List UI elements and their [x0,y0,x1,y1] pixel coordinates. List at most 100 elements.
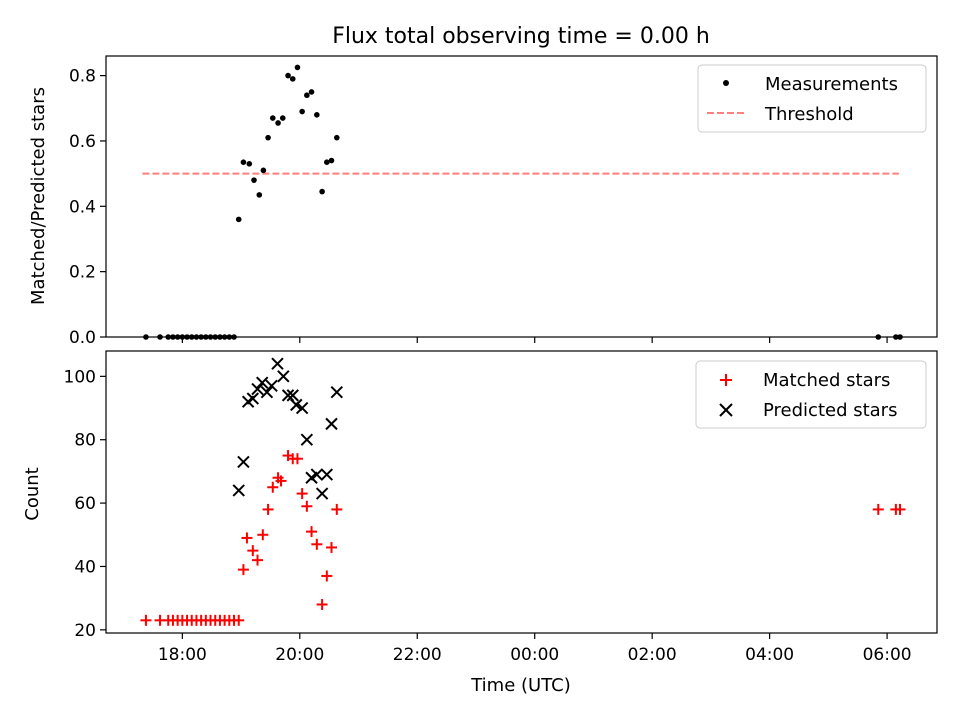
predicted-point-b [286,389,299,402]
x-tick-label: 22:00 [393,645,442,665]
series-measurements [143,64,903,340]
star-count-panel: 20 40 60 80 100 18:00 20:00 22:00 00:00 02:00 04:0… [64,350,938,665]
predicted-point [256,376,269,389]
predicted-point [325,417,338,431]
measurement-point [265,134,271,141]
measurement-point [174,334,181,340]
measurement-point [328,157,335,164]
measurement-point [314,112,320,118]
y-tick-label: 0.6 [69,132,96,152]
predicted-point-b [290,398,303,412]
measurement-point [240,159,247,165]
predicted-point-b [265,379,278,393]
measurement-point [279,115,286,121]
measurement-point [207,334,214,340]
predicted-point [295,401,309,415]
predicted-point-b [315,487,329,500]
measurement-point [184,334,190,340]
matched-point [306,526,318,538]
measurement-point [275,120,281,126]
predicted-point [300,433,314,446]
measurement-point [212,334,219,340]
legend-matched-marker [720,374,732,386]
matched-point [247,545,259,557]
predicted-point-b [300,433,314,446]
x-tick-label: 20:00 [275,645,324,665]
measurement-point [157,334,163,340]
predicted-point-b [251,382,264,396]
measurement-point [897,334,903,340]
predicted-point [265,379,278,393]
bottom-y-axis-label: Count [22,467,43,520]
matched-point [311,538,323,550]
predicted-point-b [281,389,295,402]
legend-predicted-label: Predicted stars [763,400,897,421]
y-tick-label: 80 [74,431,96,451]
measurement-point [304,92,310,99]
y-tick-label: 20 [74,621,96,641]
plot-frame [105,350,938,634]
measurement-point [179,334,186,340]
predicted-point [271,357,284,370]
measurement-point [893,334,899,340]
predicted-point [232,484,245,497]
legend-threshold-label: Threshold [764,104,854,125]
series-predicted-stars [232,357,344,500]
predicted-point-b [277,370,290,383]
predicted-point-b [232,484,245,497]
measurement-point [170,334,176,340]
top-y-axis-label: Matched/Predicted stars [28,87,49,305]
predicted-point-b [320,468,334,481]
measurement-point [221,334,228,340]
matched-point [140,614,152,626]
predicted-point [286,389,299,402]
flux-ratio-panel: 0.0 0.2 0.4 0.6 0.8 [69,55,938,348]
matched-point [894,503,906,515]
matched-point [291,453,303,465]
measurement-point [285,72,291,79]
matched-point [872,503,884,515]
y-tick-label: 60 [74,494,96,514]
x-tick-label: 06:00 [863,645,912,665]
bottom-legend: Matched stars Predicted stars [695,360,927,429]
matched-point [321,570,333,582]
matched-point [252,554,264,566]
predicted-point [251,382,264,396]
measurement-point [308,89,315,95]
top-legend-frame [697,64,927,133]
predicted-point [277,370,290,383]
x-tick-label: 00:00 [510,645,559,665]
measurement-point [235,216,242,223]
predicted-point [320,468,334,481]
matched-point [316,598,328,610]
predicted-point-b [310,468,324,481]
measurement-point [334,134,340,141]
top-legend: Measurements Threshold [697,64,927,133]
predicted-point [246,392,260,405]
measurement-point [231,334,237,340]
x-tick-label: 02:00 [628,645,677,665]
predicted-point-b [271,357,284,370]
legend-measurements-label: Measurements [765,74,898,95]
y-tick-label: 0.8 [69,67,96,87]
predicted-point-b [325,417,338,431]
predicted-point-b [330,385,344,399]
measurement-point [203,334,209,340]
measurement-point [226,334,233,340]
measurement-point [165,334,172,340]
predicted-point [237,455,250,469]
predicted-point [310,468,324,481]
matched-point [233,614,245,626]
measurement-point [324,159,330,165]
measurement-point [875,334,882,340]
measurement-point [188,334,195,340]
measurement-point [217,334,223,340]
matched-point [331,503,343,515]
measurement-point [289,76,296,82]
y-tick-label: 100 [64,367,96,387]
y-tick-label: 40 [74,557,96,577]
legend-matched-label: Matched stars [763,370,890,391]
measurement-point [269,115,276,121]
x-tick-label: 18:00 [158,645,207,665]
predicted-point [260,385,274,399]
